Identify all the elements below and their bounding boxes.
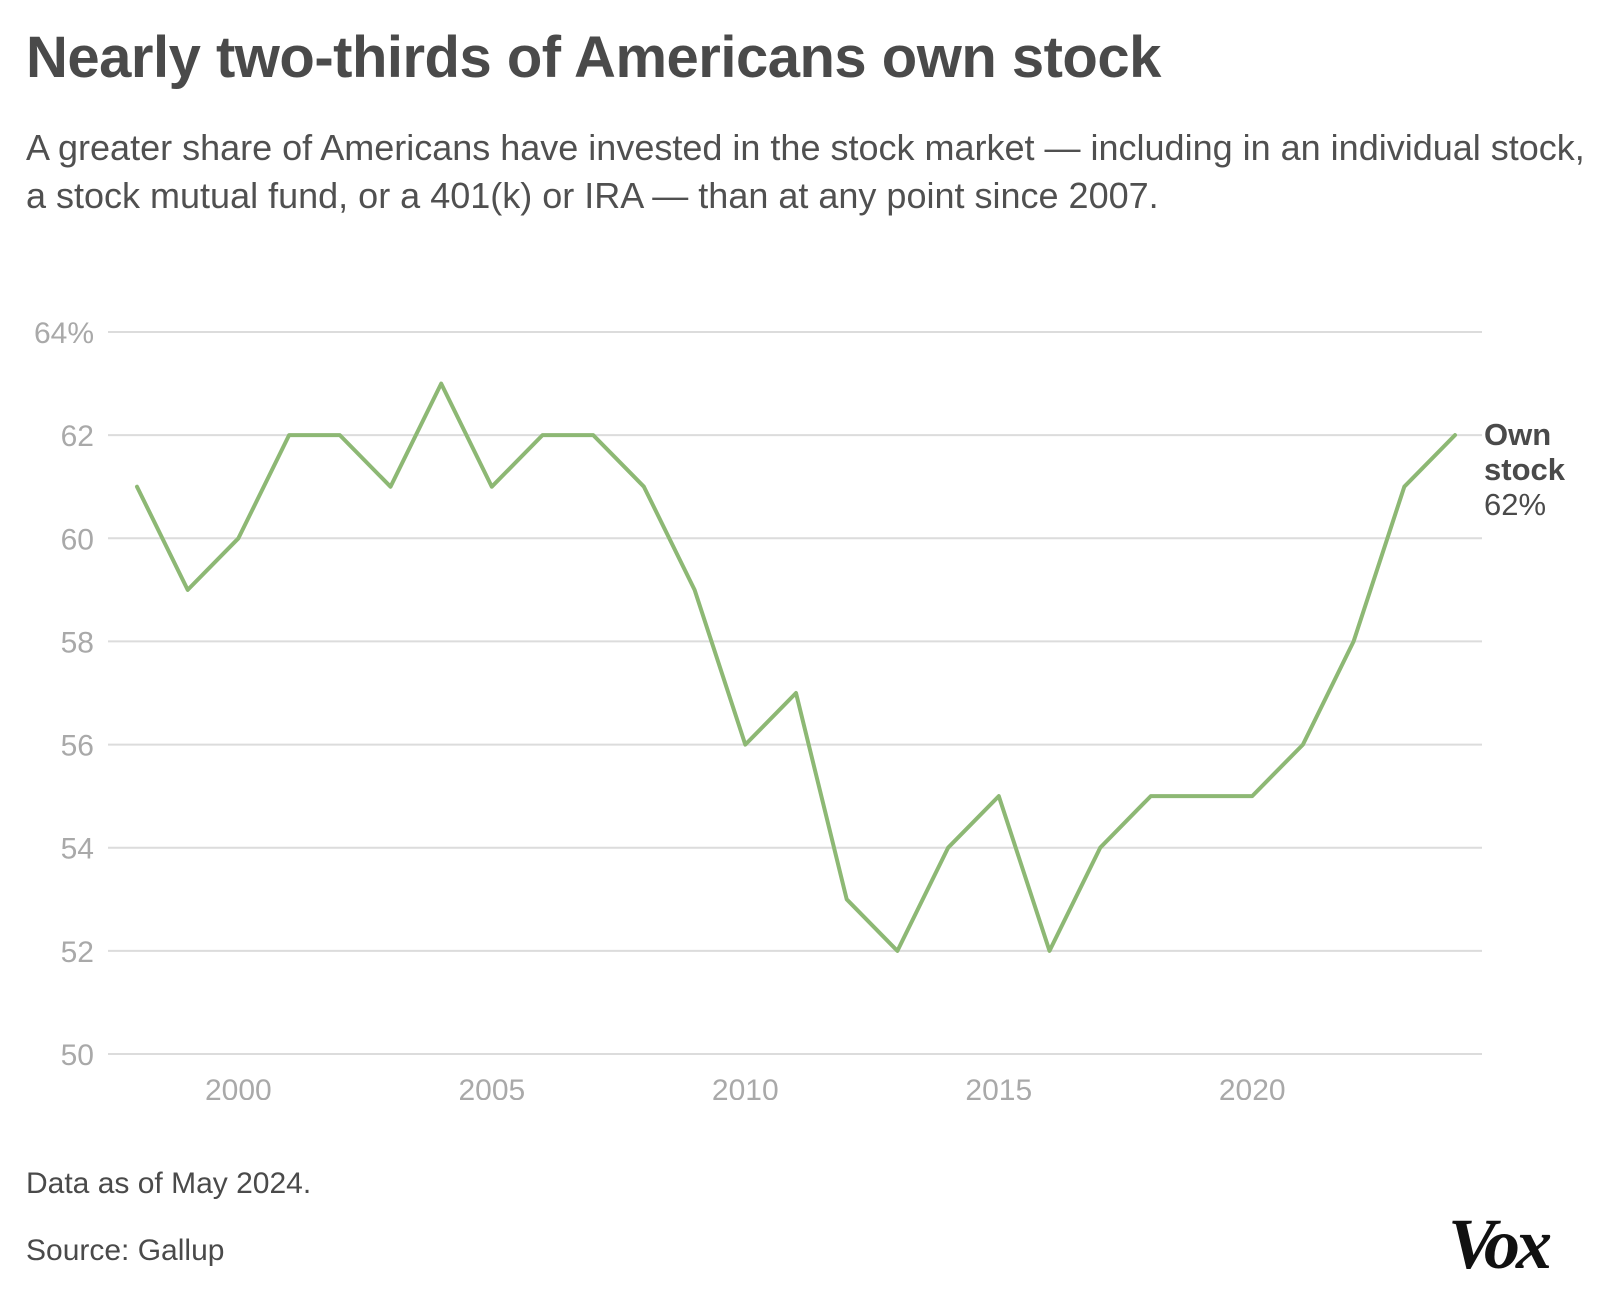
x-tick-label-2020: 2020 — [1219, 1074, 1286, 1100]
line-chart: 50 52 54 56 58 60 62 64% 2000 2005 2010 2015 2020 O… — [34, 317, 1566, 1100]
vox-logo: Vox — [1448, 1204, 1552, 1284]
y-tick-label-62: 62 — [61, 420, 94, 453]
data-note: Data as of May 2024. — [26, 1167, 312, 1200]
series-layer — [135, 381, 1457, 953]
end-label-value: 62% — [1484, 487, 1546, 522]
x-axis-ticks: 2000 2005 2010 2015 2020 — [205, 1074, 1286, 1100]
x-tick-label-2015: 2015 — [965, 1074, 1032, 1100]
source-note: Source: Gallup — [26, 1234, 225, 1267]
y-tick-label-52: 52 — [61, 936, 94, 969]
end-label-name-1: Own — [1484, 417, 1551, 452]
end-label-name-2: stock — [1484, 452, 1566, 487]
y-tick-label-60: 60 — [61, 523, 94, 556]
x-tick-label-2005: 2005 — [458, 1074, 525, 1100]
y-tick-label-54: 54 — [61, 833, 94, 866]
x-tick-label-2010: 2010 — [712, 1074, 779, 1100]
y-axis-ticks: 50 52 54 56 58 60 62 64% — [34, 317, 94, 1072]
y-tick-label-56: 56 — [61, 730, 94, 763]
chart-title: Nearly two-thirds of Americans own stock — [26, 25, 1161, 90]
series-line-own-stock — [135, 381, 1457, 953]
chart-subtitle: A greater share of Americans have invest… — [26, 127, 1585, 216]
y-tick-label-58: 58 — [61, 626, 94, 659]
x-tick-label-2000: 2000 — [205, 1074, 272, 1100]
y-tick-label-64: 64% — [34, 317, 94, 350]
y-tick-label-50: 50 — [61, 1039, 94, 1072]
